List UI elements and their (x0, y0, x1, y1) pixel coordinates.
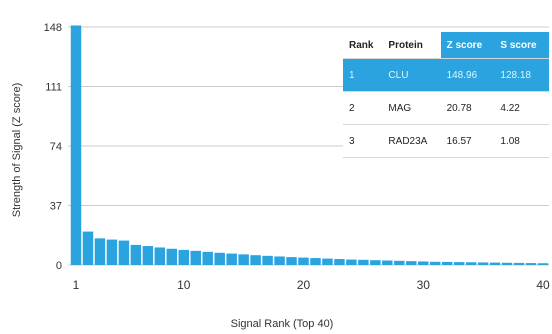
bar-rank-40 (537, 263, 549, 265)
bar-rank-35 (477, 262, 489, 265)
bar-rank-21 (310, 258, 321, 265)
bar-rank-18 (274, 256, 285, 265)
cell-rank: 3 (343, 124, 383, 158)
bar-rank-19 (286, 257, 297, 265)
y-tick-label: 37 (50, 201, 62, 213)
bar-rank-39 (525, 263, 537, 265)
bar-rank-20 (298, 257, 309, 265)
bar-rank-12 (202, 251, 213, 265)
y-tick-labels: 148 111 74 37 0 (44, 22, 62, 272)
cell-protein: RAD23A (382, 124, 441, 158)
table-header-row: Rank Protein Z score S score (343, 32, 549, 59)
y-tick-label: 111 (45, 82, 62, 94)
bar-rank-7 (142, 246, 154, 265)
bar-rank-16 (250, 255, 261, 265)
cell-z-score: 148.96 (440, 58, 495, 92)
cell-rank: 1 (343, 58, 383, 92)
bar-rank-27 (382, 260, 393, 265)
header-protein: Protein (382, 32, 441, 59)
bar-rank-24 (346, 259, 357, 265)
bar-rank-30 (418, 261, 429, 265)
y-tick-label: 148 (44, 22, 62, 34)
cell-s-score: 128.18 (494, 58, 549, 92)
bar-rank-38 (513, 262, 525, 265)
bar-rank-8 (154, 247, 166, 265)
cell-z-score: 16.57 (440, 124, 495, 158)
bar-rank-32 (441, 261, 453, 265)
x-tick-label: 20 (297, 278, 311, 292)
bar-rank-5 (118, 240, 130, 265)
x-tick-label: 30 (417, 278, 431, 292)
cell-s-score: 1.08 (494, 124, 549, 158)
bar-rank-29 (406, 261, 417, 265)
cell-rank: 2 (343, 91, 383, 125)
bar-rank-15 (238, 254, 249, 265)
x-axis-label: Signal Rank (Top 40) (231, 318, 334, 330)
bar-rank-4 (106, 239, 118, 265)
bar-rank-33 (453, 262, 465, 265)
header-rank: Rank (343, 32, 383, 59)
bar-rank-34 (465, 262, 477, 265)
bar-rank-9 (166, 248, 178, 265)
bar-rank-25 (358, 259, 369, 265)
bar-rank-13 (214, 252, 225, 265)
cell-protein: CLU (382, 58, 441, 92)
bar-rank-31 (429, 261, 441, 265)
bar-rank-10 (178, 249, 189, 265)
bar-rank-6 (130, 244, 142, 265)
y-tick-label: 0 (56, 260, 62, 272)
header-z-score: Z score (440, 32, 495, 59)
bar-rank-26 (370, 260, 381, 265)
bar-rank-14 (226, 253, 237, 265)
x-tick-labels: 1 10 20 30 40 (73, 278, 550, 292)
cell-protein: MAG (382, 91, 441, 125)
bar-rank-36 (489, 262, 501, 265)
table-row: 3 RAD23A 16.57 1.08 (343, 124, 549, 158)
y-axis-label: Strength of Signal (Z score) (11, 83, 23, 218)
bar-rank-23 (334, 259, 345, 265)
bar-rank-22 (322, 258, 333, 265)
bar-rank-28 (394, 260, 405, 265)
cell-z-score: 20.78 (440, 91, 495, 125)
bar-rank-17 (262, 255, 273, 265)
bars (70, 25, 549, 266)
cell-s-score: 4.22 (494, 91, 549, 125)
header-s-score: S score (494, 32, 549, 59)
bar-rank-11 (190, 250, 201, 265)
x-tick-label: 10 (177, 278, 191, 292)
table-row: 1 CLU 148.96 128.18 (343, 58, 549, 92)
bar-rank-2 (82, 231, 94, 265)
bar-rank-1 (70, 25, 82, 266)
bar-rank-37 (501, 262, 513, 265)
ranking-table: Rank Protein Z score S score 1 CLU 148.9… (343, 32, 549, 158)
bar-rank-3 (94, 238, 106, 265)
y-tick-label: 74 (50, 141, 62, 153)
x-tick-label: 1 (73, 278, 80, 292)
x-tick-label: 40 (536, 278, 550, 292)
table-row: 2 MAG 20.78 4.22 (343, 91, 549, 125)
